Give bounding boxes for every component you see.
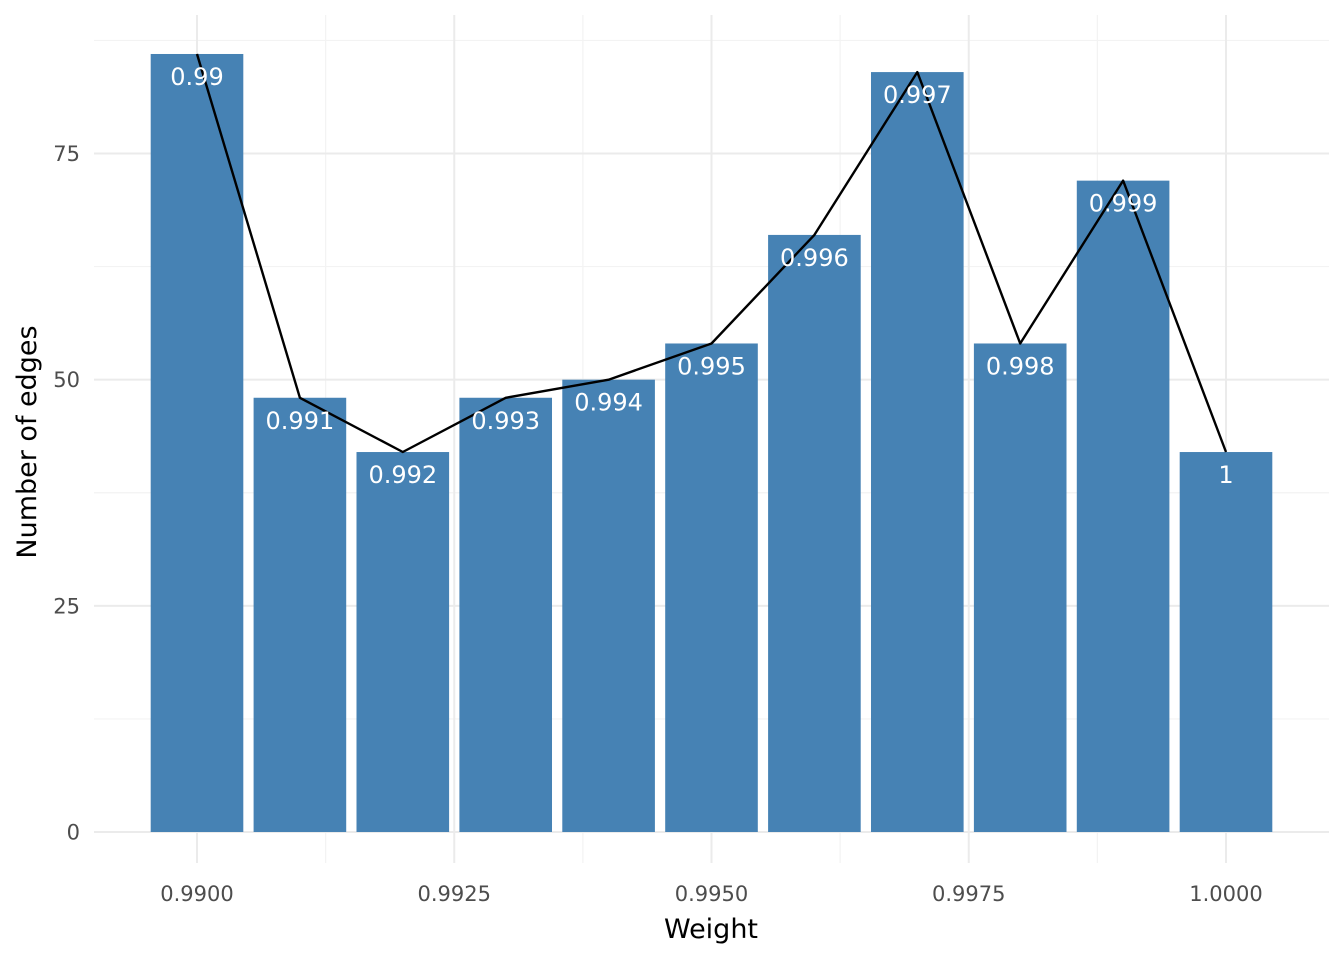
- bar-data-label: 0.996: [780, 244, 849, 272]
- bar: [870, 72, 964, 832]
- y-tick-label: 50: [53, 368, 80, 392]
- bar: [973, 343, 1067, 832]
- bars: [150, 53, 1273, 833]
- bar-data-label: 1: [1218, 461, 1233, 489]
- bar: [562, 379, 655, 832]
- bar-data-label: 0.991: [266, 407, 335, 435]
- bar: [1076, 180, 1170, 832]
- y-tick-label: 75: [53, 142, 80, 166]
- bar-data-label: 0.995: [677, 352, 746, 380]
- bar-data-label: 0.999: [1089, 190, 1158, 218]
- bar: [1179, 452, 1273, 832]
- bar: [253, 397, 347, 832]
- x-axis-ticks: 0.9900 0.9925 0.9950 0.9975 1.0000: [160, 882, 1262, 906]
- x-tick-label: 0.9975: [932, 882, 1005, 906]
- bar-data-label: 0.994: [574, 389, 643, 417]
- x-tick-label: 0.9900: [160, 882, 233, 906]
- x-tick-label: 0.9950: [675, 882, 748, 906]
- y-tick-label: 25: [53, 594, 80, 618]
- bar: [768, 234, 861, 833]
- bar-data-label: 0.99: [170, 63, 223, 91]
- y-tick-label: 0: [67, 821, 80, 845]
- bar: [665, 343, 758, 832]
- bar-data-label: 0.993: [471, 407, 540, 435]
- x-axis-title: Weight: [664, 914, 758, 945]
- bar-labels: 0.99 0.991 0.992 0.993 0.994 0.995 0.996 0.997 0…: [170, 63, 1233, 489]
- bar-data-label: 0.992: [368, 461, 437, 489]
- overlay-line-layer: [195, 53, 1228, 454]
- bar: [150, 53, 244, 832]
- series-line: [195, 53, 1228, 454]
- y-axis-title: Number of edges: [12, 325, 43, 558]
- x-tick-label: 1.0000: [1189, 882, 1262, 906]
- bar-data-label: 0.998: [986, 352, 1055, 380]
- y-axis-ticks: 0 25 50 75: [53, 142, 80, 845]
- bar-data-label: 0.997: [883, 81, 952, 109]
- x-tick-label: 0.9925: [418, 882, 491, 906]
- bar: [356, 452, 450, 832]
- bar: [459, 397, 553, 832]
